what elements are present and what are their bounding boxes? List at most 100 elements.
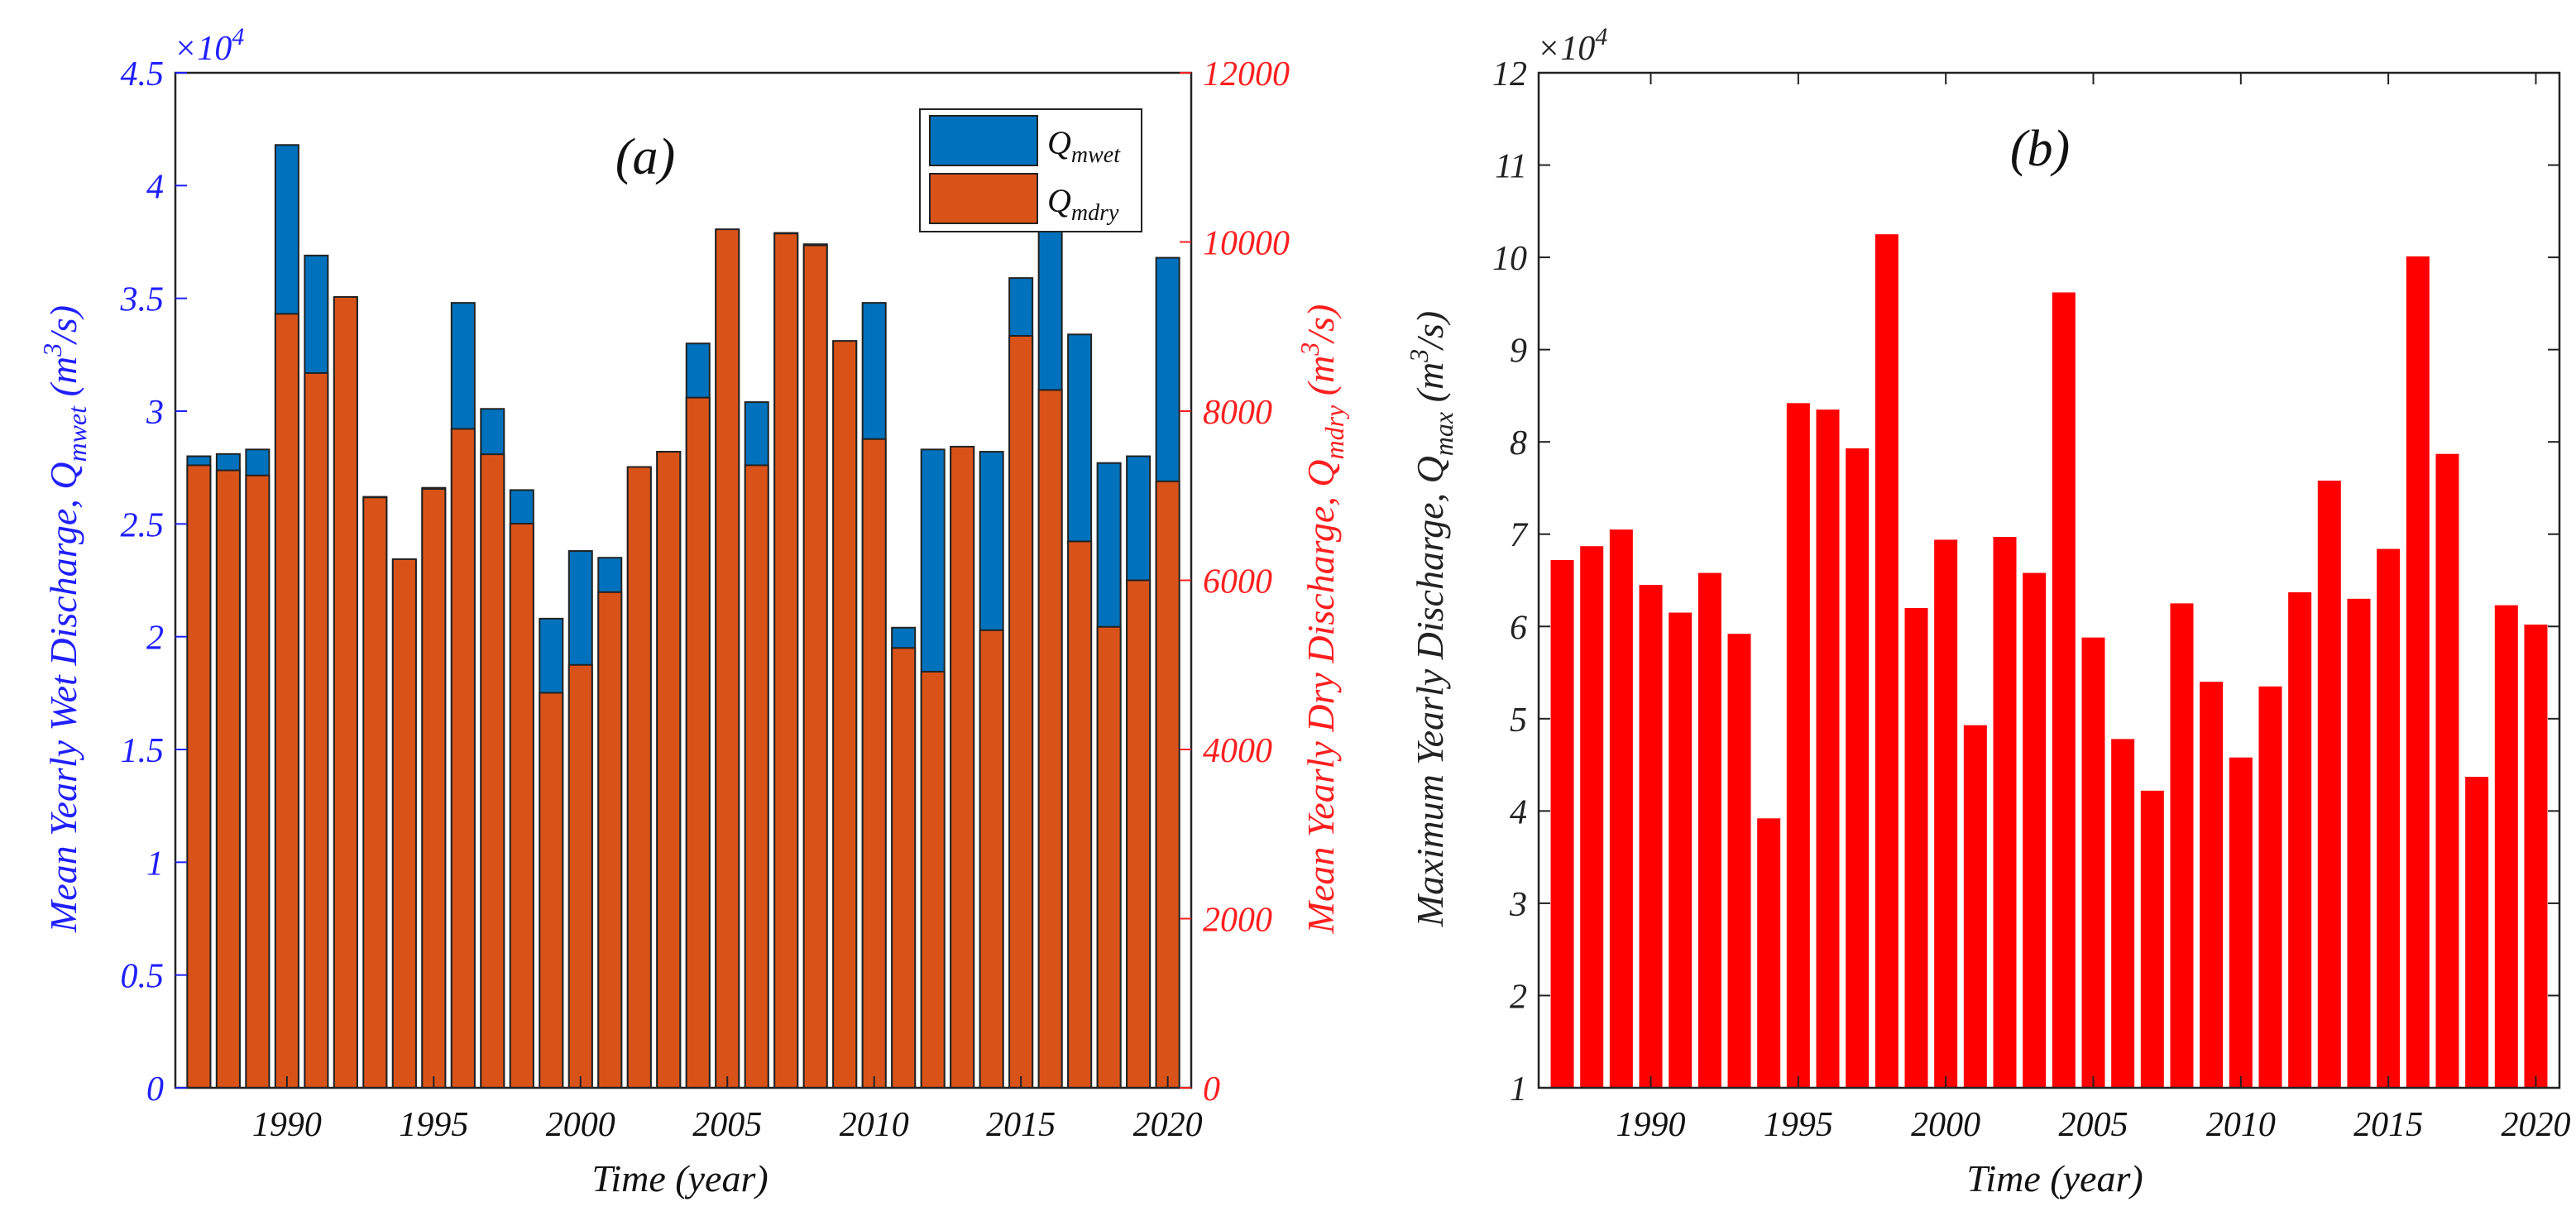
a-dry-bar-1998: [509, 522, 534, 1089]
a-dry-bar-2012: [920, 670, 946, 1089]
b-max-bar-2001: [1963, 725, 1987, 1088]
a-dry-bar-1988: [215, 469, 241, 1089]
a-legend: Qmwet Qmdry: [919, 108, 1142, 232]
a-dry-bar-1997: [480, 453, 505, 1089]
b-y-tick-label: 12: [1492, 55, 1527, 93]
a-dry-bar-1989: [245, 474, 271, 1089]
b-max-bar-2008: [2170, 603, 2194, 1088]
a-x-tick-label: 2020: [1133, 1106, 1203, 1144]
a-right-tick-label: 4000: [1203, 732, 1272, 770]
a-dry-bar-2009: [832, 340, 858, 1089]
b-max-bar-1990: [1639, 585, 1663, 1088]
a-left-exponent: ×104: [174, 23, 244, 68]
a-dry-bar-1999: [539, 692, 564, 1089]
a-x-tick-label: 2005: [692, 1106, 762, 1144]
b-y-tick-label: 7: [1510, 517, 1529, 555]
a-left-tick-label: 4: [146, 168, 164, 206]
a-panel-label: (a): [615, 129, 675, 185]
b-exponent: ×104: [1537, 23, 1607, 68]
a-dry-bar-2000: [567, 663, 593, 1089]
b-max-bar-2019: [2494, 605, 2518, 1088]
b-x-tick-label: 2000: [1911, 1106, 1980, 1144]
b-max-bar-2002: [1993, 537, 2017, 1088]
b-max-bar-2017: [2435, 453, 2459, 1088]
a-dry-bar-2019: [1126, 579, 1152, 1089]
b-max-bar-1988: [1580, 546, 1604, 1088]
b-max-bar-2018: [2465, 777, 2489, 1088]
a-dry-bar-2006: [744, 464, 769, 1089]
b-max-bar-2003: [2023, 572, 2047, 1088]
a-x-tick-label: 1990: [252, 1106, 322, 1144]
a-x-axis-label: Time (year): [591, 1157, 768, 1199]
a-right-tick-label: 8000: [1203, 394, 1272, 432]
b-max-bar-2015: [2377, 548, 2401, 1088]
a-left-tick-label: 2: [146, 620, 164, 658]
a-x-tick-label: 2015: [986, 1106, 1056, 1144]
a-x-tick-label: 2000: [546, 1106, 615, 1144]
b-max-bar-1994: [1757, 818, 1781, 1088]
a-dry-bar-1990: [274, 313, 299, 1089]
a-dry-bar-1992: [333, 295, 358, 1089]
b-x-tick-label: 1995: [1764, 1106, 1833, 1144]
b-max-bar-1993: [1727, 634, 1751, 1088]
a-right-tick-label: 12000: [1203, 55, 1290, 93]
a-left-tick-label: 0: [146, 1070, 164, 1108]
b-y-tick-label: 6: [1510, 609, 1527, 647]
a-right-tick-label: 6000: [1203, 563, 1272, 601]
b-y-tick-label: 3: [1509, 886, 1527, 924]
b-y-tick-label: 5: [1510, 701, 1527, 740]
a-left-tick-label: 1.5: [121, 732, 165, 770]
b-y-axis-label: Maximum Yearly Discharge, Qmax (m3/s): [1404, 311, 1458, 927]
a-dry-bar-1995: [421, 488, 447, 1089]
b-x-ticks: 1990 1995 2000 2005 2010 2015 2020: [1616, 73, 2570, 1144]
a-right-y-ticks: 0 2000 4000 6000 8000 10000 12000: [1180, 55, 1290, 1108]
a-left-tick-label: 3: [146, 394, 164, 432]
b-y-tick-label: 4: [1510, 793, 1527, 831]
a-dry-bar-2016: [1037, 389, 1063, 1089]
panel-a: 0 0.5 1 1.5 2 2.5 3 3.5 4 4.5 0 2000 4000 6000 8000 10…: [37, 23, 1349, 1199]
a-dry-bar-2002: [626, 466, 652, 1089]
a-left-tick-label: 3.5: [120, 281, 165, 319]
a-dry-bar-2007: [773, 232, 799, 1089]
b-max-bar-2012: [2288, 592, 2312, 1088]
b-y-tick-label: 9: [1510, 333, 1527, 371]
b-plot-frame: [1537, 71, 2561, 1089]
b-max-bar-2007: [2140, 790, 2164, 1088]
a-dry-bar-2010: [861, 438, 887, 1089]
a-dry-bar-2004: [685, 396, 711, 1089]
a-dry-bar-2020: [1155, 480, 1180, 1089]
a-legend-swatch-dry: [929, 173, 1038, 224]
b-max-bar-1999: [1904, 607, 1928, 1088]
b-max-bar-2005: [2081, 637, 2105, 1088]
b-max-bar-2004: [2052, 292, 2076, 1089]
b-max-bars: [1550, 234, 2548, 1089]
b-max-bar-2006: [2111, 739, 2135, 1088]
a-left-tick-label: 2.5: [121, 506, 165, 544]
a-dry-bar-1993: [362, 496, 388, 1089]
a-dry-bar-1987: [186, 464, 212, 1089]
a-dry-bar-2017: [1067, 540, 1093, 1089]
a-dry-bar-2008: [802, 244, 828, 1089]
b-max-bar-1991: [1669, 612, 1693, 1088]
a-dry-bar-1996: [450, 428, 476, 1089]
b-x-tick-label: 2010: [2206, 1106, 2276, 1144]
a-left-tick-label: 4.5: [121, 55, 165, 93]
b-max-bar-2009: [2200, 682, 2224, 1088]
b-y-tick-label: 2: [1510, 978, 1527, 1016]
a-dry-bar-1994: [391, 558, 417, 1089]
b-max-bar-1989: [1609, 529, 1633, 1088]
b-max-bar-2000: [1934, 539, 1958, 1088]
a-dry-bar-2015: [1008, 334, 1034, 1089]
a-right-tick-label: 10000: [1203, 225, 1290, 263]
a-left-axis-label: Mean Yearly Wet Discharge, Qmwet (m3/s): [37, 305, 92, 933]
b-max-bar-2020: [2524, 625, 2548, 1088]
a-legend-swatch-wet: [929, 115, 1038, 166]
b-max-bar-2013: [2317, 481, 2341, 1088]
a-legend-label-dry: Qmdry: [1047, 182, 1119, 226]
b-max-bar-2014: [2347, 598, 2371, 1088]
a-wet-bars: [186, 228, 1180, 1089]
a-dry-bar-1991: [304, 371, 329, 1089]
